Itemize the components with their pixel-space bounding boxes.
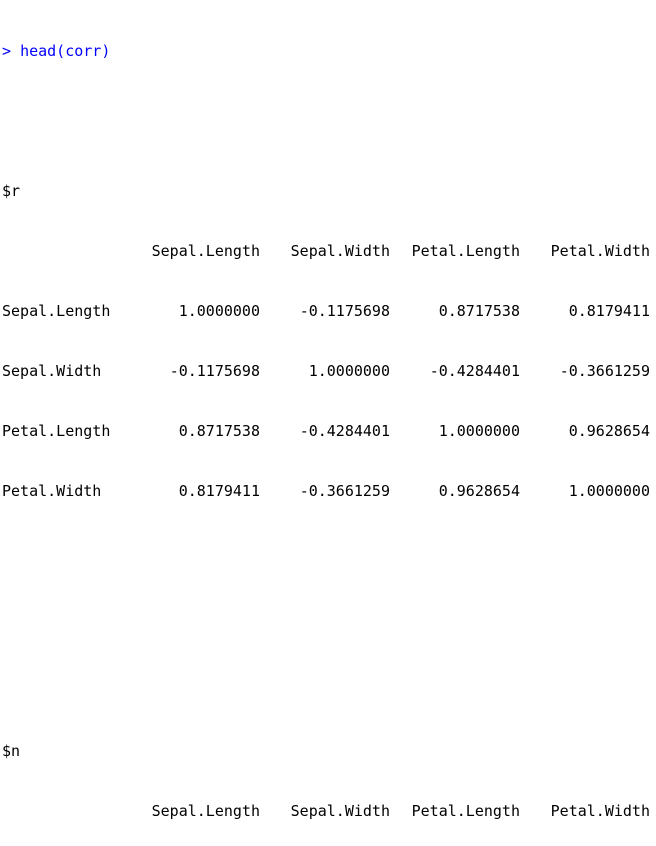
table-cell: -0.4284401 bbox=[429, 362, 520, 380]
table-cell: -0.3661259 bbox=[299, 482, 390, 500]
row-label: Petal.Length bbox=[2, 422, 111, 440]
table-row: Petal.Length 0.8717538 -0.4284401 1.0000… bbox=[2, 421, 654, 441]
row-label: Sepal.Length bbox=[2, 302, 111, 320]
column-header-row: Sepal.Length Sepal.Width Petal.Length Pe… bbox=[2, 801, 654, 821]
result-block-n: $n Sepal.Length Sepal.Width Petal.Length… bbox=[2, 701, 654, 846]
table-cell: 1.0000000 bbox=[308, 362, 390, 380]
table-row: Sepal.Width -0.1175698 1.0000000 -0.4284… bbox=[2, 361, 654, 381]
table-cell: 0.8717538 bbox=[438, 302, 520, 320]
table-row: Sepal.Length 1.0000000 -0.1175698 0.8717… bbox=[2, 301, 654, 321]
row-label: Petal.Width bbox=[2, 482, 102, 500]
table-cell: 0.8717538 bbox=[178, 422, 260, 440]
table-cell: 0.9628654 bbox=[438, 482, 520, 500]
command-line: > head(corr) bbox=[2, 41, 654, 61]
table-cell: -0.3661259 bbox=[559, 362, 650, 380]
table-cell: -0.4284401 bbox=[299, 422, 390, 440]
console-prompt: > bbox=[2, 42, 12, 60]
column-header: Sepal.Length bbox=[151, 802, 260, 820]
column-header-row: Sepal.Length Sepal.Width Petal.Length Pe… bbox=[2, 241, 654, 261]
blank-line bbox=[2, 601, 654, 621]
column-header: Petal.Length bbox=[411, 802, 520, 820]
block-name: $n bbox=[2, 742, 21, 760]
result-block-r: $r Sepal.Length Sepal.Width Petal.Length… bbox=[2, 141, 654, 541]
table-cell: 1.0000000 bbox=[178, 302, 260, 320]
row-label: Sepal.Width bbox=[2, 362, 102, 380]
table-cell: 1.0000000 bbox=[568, 482, 650, 500]
column-header: Petal.Width bbox=[550, 802, 650, 820]
table-cell: -0.1175698 bbox=[299, 302, 390, 320]
block-name: $r bbox=[2, 182, 21, 200]
table-row: Petal.Width 0.8179411 -0.3661259 0.96286… bbox=[2, 481, 654, 501]
table-cell: 0.8179411 bbox=[178, 482, 260, 500]
table-cell: -0.1175698 bbox=[169, 362, 260, 380]
column-header: Sepal.Width bbox=[290, 802, 390, 820]
console-command: head(corr) bbox=[20, 42, 111, 60]
table-cell: 0.9628654 bbox=[568, 422, 650, 440]
column-header: Petal.Width bbox=[550, 242, 650, 260]
column-header: Petal.Length bbox=[411, 242, 520, 260]
table-cell: 1.0000000 bbox=[438, 422, 520, 440]
table-cell: 0.8179411 bbox=[568, 302, 650, 320]
column-header: Sepal.Length bbox=[151, 242, 260, 260]
column-header: Sepal.Width bbox=[290, 242, 390, 260]
